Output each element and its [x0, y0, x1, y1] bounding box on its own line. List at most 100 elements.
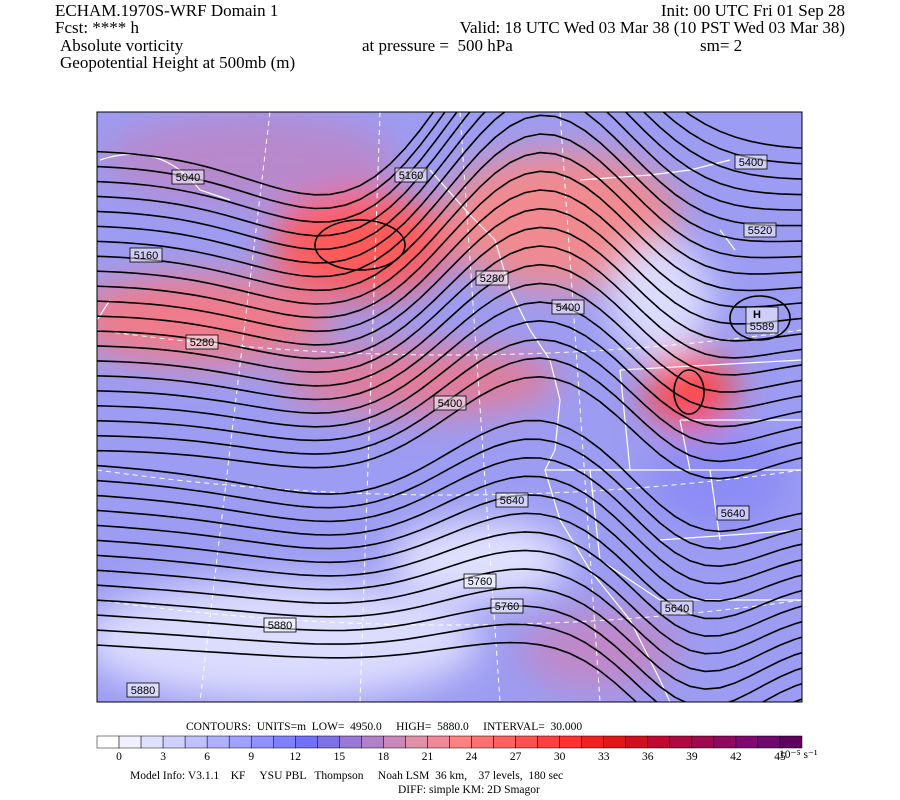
contour-label-box — [660, 600, 694, 616]
contour-label-box — [394, 167, 428, 183]
colorbar-units: 10⁻⁵ s⁻¹ — [779, 749, 818, 761]
contour-line — [97, 531, 802, 637]
contour-label: 5760 — [468, 576, 492, 588]
colorbar-swatch — [603, 735, 626, 749]
contour-line — [97, 605, 802, 702]
colorbar-tick-label: 3 — [160, 751, 166, 763]
contour-field: Geopotential Height at 500mb (m) — [60, 53, 295, 72]
colorbar-swatch — [735, 735, 759, 749]
contour-label: 5280 — [190, 337, 214, 349]
high-value: 5589 — [750, 321, 774, 333]
colorbar-tick-label: 9 — [248, 751, 254, 763]
contour-label: 5160 — [134, 250, 158, 262]
contour-label-box — [129, 247, 163, 263]
colorbar-tick-label: 15 — [334, 751, 346, 763]
colorbar-swatch — [471, 735, 494, 749]
colorbar-tick-label: 0 — [116, 751, 122, 763]
contour-label: 5280 — [480, 273, 504, 285]
colorbar-swatch — [669, 735, 693, 749]
contour-line — [97, 133, 802, 292]
contour-label-box — [495, 492, 529, 508]
contour-line — [97, 301, 802, 415]
colorbar-swatch — [361, 735, 384, 749]
colorbar-swatch — [493, 735, 516, 749]
contour-line — [97, 245, 802, 374]
colorbar-swatch — [691, 735, 715, 749]
colorbar-swatch — [295, 735, 318, 749]
colorbar-tick-label: 18 — [378, 751, 390, 763]
contour-line — [97, 151, 802, 305]
contour-line — [97, 189, 802, 333]
contour-line — [97, 319, 802, 428]
smoothing: sm= 2 — [700, 36, 742, 55]
colorbar-swatch — [228, 735, 252, 749]
contour-label-box — [126, 682, 160, 698]
model-title: ECHAM.1970S-WRF Domain 1 — [55, 1, 278, 20]
colorbar-swatch — [779, 735, 803, 749]
contour-label-box — [716, 505, 750, 521]
contour-label-box — [185, 334, 219, 350]
contour-label-box — [743, 222, 777, 238]
colorbar-swatch — [273, 735, 296, 749]
contour-label-box — [734, 154, 768, 170]
colorbar-swatch — [405, 735, 428, 749]
contour-label: 5160 — [399, 170, 423, 182]
init-time: Init: 00 UTC Fri 01 Sep 28 — [661, 1, 845, 20]
contour-label: 5880 — [131, 685, 155, 697]
contour-label: 5640 — [665, 603, 689, 615]
high-symbol: H — [753, 309, 761, 321]
colorbar-tick-label: 36 — [642, 751, 654, 763]
contour-line — [97, 112, 802, 251]
contour-label: 5520 — [748, 225, 772, 237]
contour-label: 5880 — [268, 620, 292, 632]
colorbar-swatch — [581, 735, 604, 749]
contour-label: 5640 — [500, 495, 524, 507]
colorbar-swatch — [449, 735, 472, 749]
contour-line — [97, 338, 802, 445]
contour-line — [97, 549, 802, 655]
colorbar-tick-label: 24 — [466, 751, 478, 763]
colorbar-swatch — [250, 735, 274, 749]
colorbar-swatch — [427, 735, 450, 749]
field-name: Absolute vorticity — [60, 36, 184, 55]
colorbar-tick-label: 12 — [290, 751, 302, 763]
colorbar-swatch — [206, 735, 230, 749]
colorbar-swatch — [140, 735, 164, 749]
contour-line — [97, 623, 802, 702]
pressure-level: at pressure = 500 hPa — [362, 36, 513, 55]
contour-line — [97, 375, 802, 480]
colorbar-tick-label: 27 — [510, 751, 522, 763]
colorbar-swatch — [537, 735, 560, 749]
colorbar-swatch — [96, 735, 120, 749]
contour-line — [97, 282, 802, 401]
colorbar-swatch — [339, 735, 362, 749]
contour-line — [729, 295, 791, 341]
map-frame — [96, 111, 803, 703]
contour-label: 5400 — [739, 157, 763, 169]
contour-label: 5040 — [176, 172, 200, 184]
colorbar-tick-label: 39 — [686, 751, 698, 763]
valid-time: Valid: 18 UTC Wed 03 Mar 38 (10 PST Wed … — [460, 18, 845, 37]
colorbar-swatch — [317, 735, 340, 749]
contour-line — [97, 456, 802, 568]
colorbar-swatch — [757, 735, 781, 749]
contour-label: 5760 — [495, 601, 519, 613]
colorbar-tick-label: 30 — [554, 751, 566, 763]
contour-info: CONTOURS: UNITS=m LOW= 4950.0 HIGH= 5880… — [186, 721, 582, 733]
colorbar-swatch — [184, 735, 208, 749]
contour-line — [97, 112, 802, 264]
colorbar-tick-label: 21 — [422, 751, 434, 763]
contour-label-box — [463, 573, 497, 589]
colorbar-swatch — [162, 735, 186, 749]
colorbar-swatch — [383, 735, 406, 749]
colorbar-swatch — [713, 735, 737, 749]
colorbar-tick-label: 6 — [204, 751, 210, 763]
colorbar-tick-label: 33 — [598, 751, 610, 763]
contour-line — [97, 112, 802, 237]
forecast-hour: Fcst: **** h — [55, 18, 140, 37]
contour-line — [97, 493, 802, 602]
colorbar-swatch — [647, 735, 671, 749]
model-info: Model Info: V3.1.1 KF YSU PBL Thompson N… — [130, 770, 563, 782]
contour-line — [97, 207, 802, 346]
